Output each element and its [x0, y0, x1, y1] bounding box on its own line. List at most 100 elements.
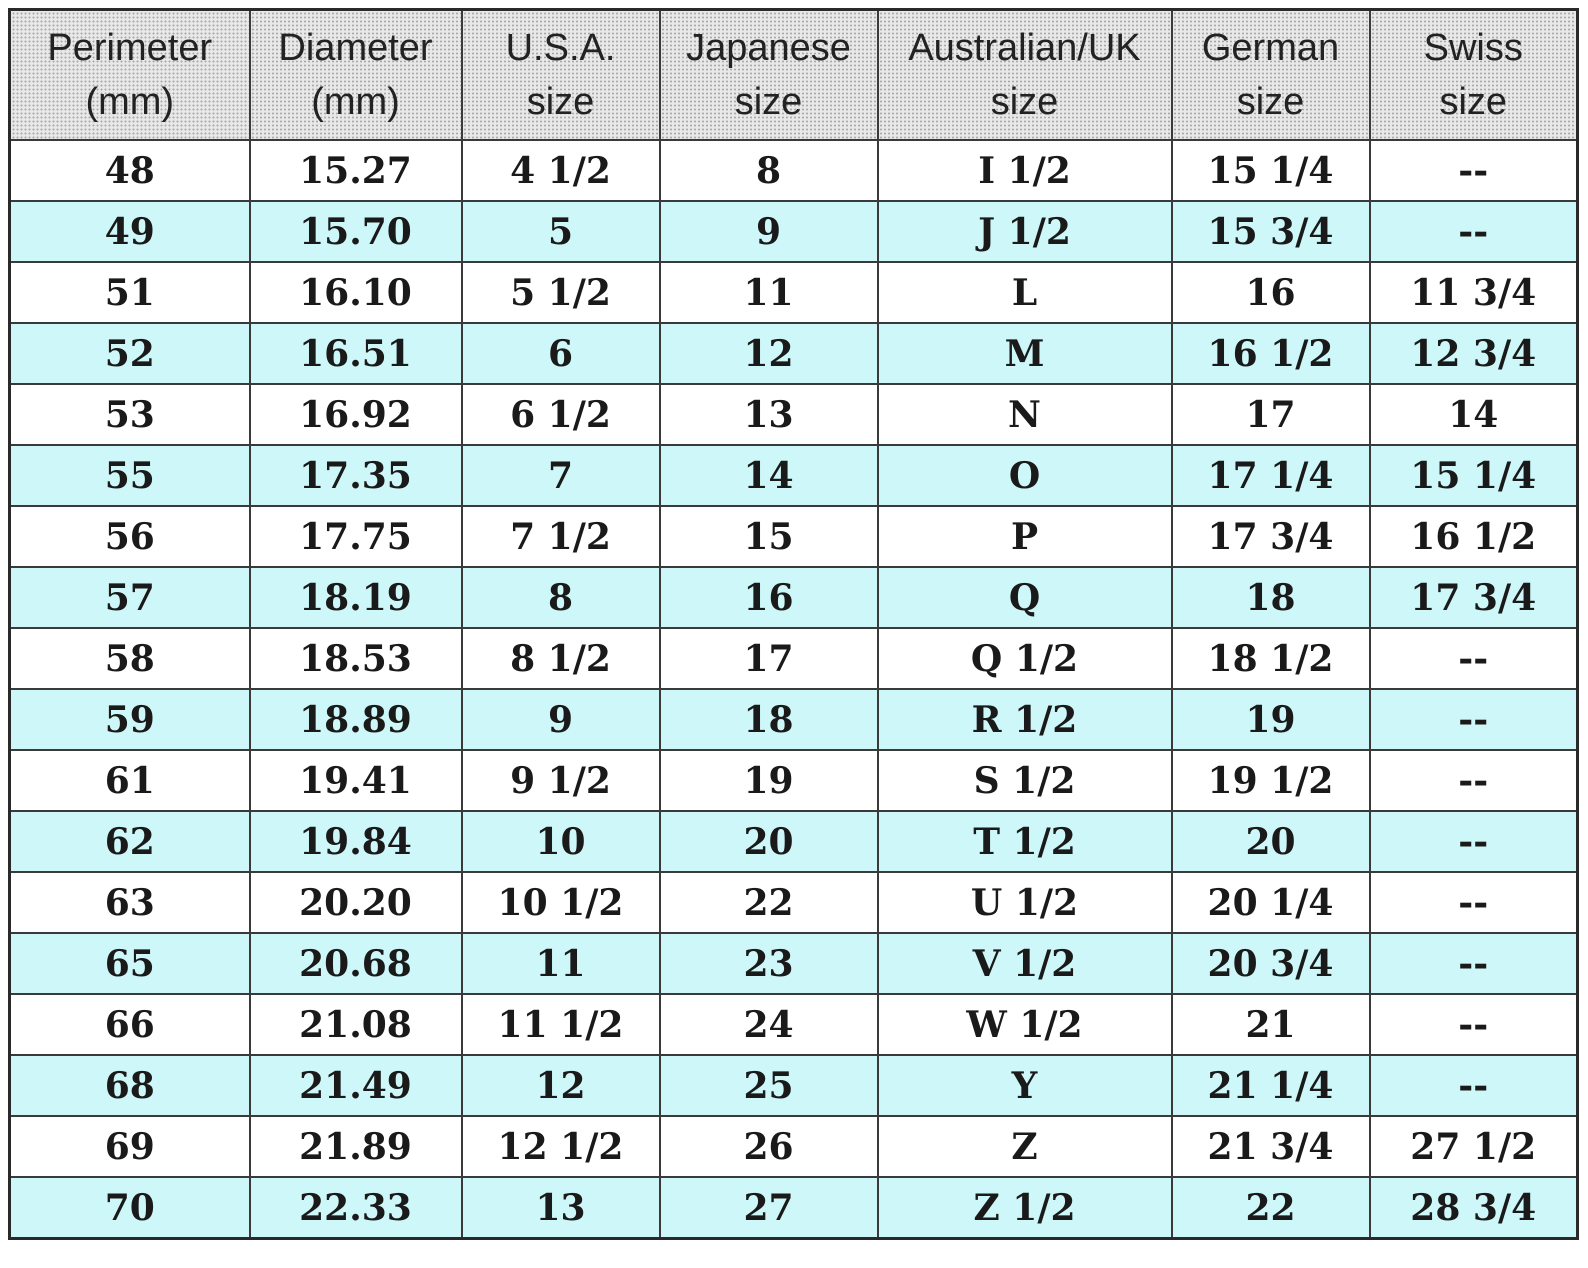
australian-uk-size-cell: Z 1/2	[876, 1176, 1173, 1240]
german-size-cell: 19	[1170, 688, 1371, 751]
swiss-size-cell: 12 3/4	[1368, 322, 1579, 385]
table-row: 59 18.89 9 18 R 1/2 19 --	[8, 688, 1579, 751]
australian-uk-size-cell: P	[876, 505, 1173, 568]
japanese-size-cell: 11	[658, 261, 879, 324]
header-swiss-size: Swiss size	[1368, 8, 1579, 141]
table-row: 49 15.70 5 9 J 1/2 15 3/4 --	[8, 200, 1579, 263]
perimeter-cell: 49	[8, 200, 251, 263]
swiss-size-cell: --	[1368, 932, 1579, 995]
table-row: 51 16.10 5 1/2 11 L 16 11 3/4	[8, 261, 1579, 324]
diameter-cell: 21.89	[248, 1115, 463, 1178]
perimeter-cell: 61	[8, 749, 251, 812]
usa-size-cell: 5	[460, 200, 661, 263]
german-size-cell: 19 1/2	[1170, 749, 1371, 812]
usa-size-cell: 8 1/2	[460, 627, 661, 690]
usa-size-cell: 6 1/2	[460, 383, 661, 446]
diameter-cell: 17.35	[248, 444, 463, 507]
usa-size-cell: 13	[460, 1176, 661, 1240]
japanese-size-cell: 8	[658, 139, 879, 202]
perimeter-cell: 63	[8, 871, 251, 934]
diameter-cell: 22.33	[248, 1176, 463, 1240]
diameter-cell: 18.19	[248, 566, 463, 629]
german-size-cell: 17 3/4	[1170, 505, 1371, 568]
table-row: 57 18.19 8 16 Q 18 17 3/4	[8, 566, 1579, 629]
perimeter-cell: 59	[8, 688, 251, 751]
swiss-size-cell: 16 1/2	[1368, 505, 1579, 568]
swiss-size-cell: --	[1368, 139, 1579, 202]
diameter-cell: 18.53	[248, 627, 463, 690]
diameter-cell: 16.10	[248, 261, 463, 324]
swiss-size-cell: --	[1368, 200, 1579, 263]
diameter-cell: 16.92	[248, 383, 463, 446]
usa-size-cell: 9 1/2	[460, 749, 661, 812]
table-row: 68 21.49 12 25 Y 21 1/4 --	[8, 1054, 1579, 1117]
diameter-cell: 18.89	[248, 688, 463, 751]
german-size-cell: 17 1/4	[1170, 444, 1371, 507]
australian-uk-size-cell: I 1/2	[876, 139, 1173, 202]
table-row: 63 20.20 10 1/2 22 U 1/2 20 1/4 --	[8, 871, 1579, 934]
swiss-size-cell: --	[1368, 1054, 1579, 1117]
perimeter-cell: 55	[8, 444, 251, 507]
usa-size-cell: 7	[460, 444, 661, 507]
swiss-size-cell: --	[1368, 749, 1579, 812]
swiss-size-cell: --	[1368, 810, 1579, 873]
diameter-cell: 21.08	[248, 993, 463, 1056]
table-row: 69 21.89 12 1/2 26 Z 21 3/4 27 1/2	[8, 1115, 1579, 1178]
swiss-size-cell: 17 3/4	[1368, 566, 1579, 629]
table-row: 70 22.33 13 27 Z 1/2 22 28 3/4	[8, 1176, 1579, 1240]
australian-uk-size-cell: R 1/2	[876, 688, 1173, 751]
australian-uk-size-cell: T 1/2	[876, 810, 1173, 873]
diameter-cell: 15.27	[248, 139, 463, 202]
perimeter-cell: 70	[8, 1176, 251, 1240]
diameter-cell: 16.51	[248, 322, 463, 385]
japanese-size-cell: 15	[658, 505, 879, 568]
usa-size-cell: 11	[460, 932, 661, 995]
table-row: 53 16.92 6 1/2 13 N 17 14	[8, 383, 1579, 446]
swiss-size-cell: --	[1368, 688, 1579, 751]
header-usa-size: U.S.A. size	[460, 8, 661, 141]
table-row: 56 17.75 7 1/2 15 P 17 3/4 16 1/2	[8, 505, 1579, 568]
table-body: 48 15.27 4 1/2 8 I 1/2 15 1/4 -- 49 15.70 5 9 J 1/2…	[8, 139, 1579, 1240]
usa-size-cell: 12	[460, 1054, 661, 1117]
japanese-size-cell: 26	[658, 1115, 879, 1178]
german-size-cell: 20 1/4	[1170, 871, 1371, 934]
header-japanese-size: Japanese size	[658, 8, 879, 141]
swiss-size-cell: --	[1368, 627, 1579, 690]
perimeter-cell: 58	[8, 627, 251, 690]
usa-size-cell: 9	[460, 688, 661, 751]
diameter-cell: 20.68	[248, 932, 463, 995]
table-row: 58 18.53 8 1/2 17 Q 1/2 18 1/2 --	[8, 627, 1579, 690]
usa-size-cell: 7 1/2	[460, 505, 661, 568]
japanese-size-cell: 17	[658, 627, 879, 690]
table-row: 66 21.08 11 1/2 24 W 1/2 21 --	[8, 993, 1579, 1056]
diameter-cell: 19.41	[248, 749, 463, 812]
japanese-size-cell: 9	[658, 200, 879, 263]
german-size-cell: 15 3/4	[1170, 200, 1371, 263]
perimeter-cell: 57	[8, 566, 251, 629]
australian-uk-size-cell: L	[876, 261, 1173, 324]
header-german-size: German size	[1170, 8, 1371, 141]
perimeter-cell: 69	[8, 1115, 251, 1178]
japanese-size-cell: 18	[658, 688, 879, 751]
perimeter-cell: 66	[8, 993, 251, 1056]
diameter-cell: 15.70	[248, 200, 463, 263]
japanese-size-cell: 20	[658, 810, 879, 873]
german-size-cell: 15 1/4	[1170, 139, 1371, 202]
table-row: 62 19.84 10 20 T 1/2 20 --	[8, 810, 1579, 873]
german-size-cell: 20 3/4	[1170, 932, 1371, 995]
german-size-cell: 21 3/4	[1170, 1115, 1371, 1178]
diameter-cell: 17.75	[248, 505, 463, 568]
diameter-cell: 19.84	[248, 810, 463, 873]
header-australian-uk-size: Australian/UK size	[876, 8, 1173, 141]
diameter-cell: 20.20	[248, 871, 463, 934]
swiss-size-cell: 15 1/4	[1368, 444, 1579, 507]
usa-size-cell: 11 1/2	[460, 993, 661, 1056]
german-size-cell: 22	[1170, 1176, 1371, 1240]
australian-uk-size-cell: J 1/2	[876, 200, 1173, 263]
australian-uk-size-cell: Y	[876, 1054, 1173, 1117]
german-size-cell: 16	[1170, 261, 1371, 324]
australian-uk-size-cell: V 1/2	[876, 932, 1173, 995]
usa-size-cell: 8	[460, 566, 661, 629]
japanese-size-cell: 23	[658, 932, 879, 995]
japanese-size-cell: 24	[658, 993, 879, 1056]
